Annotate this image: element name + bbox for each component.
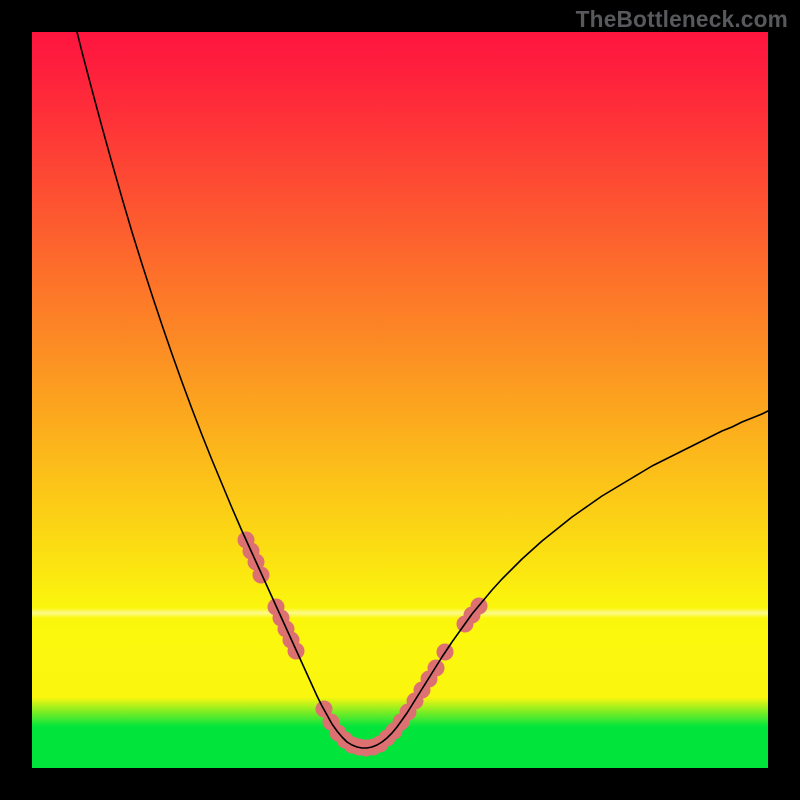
watermark-text: TheBottleneck.com [576,6,788,33]
plot-area [32,32,768,768]
chart-frame: TheBottleneck.com [0,0,800,800]
bottleneck-curve-chart [32,32,768,768]
data-dot [253,567,270,584]
gradient-background [32,32,768,768]
